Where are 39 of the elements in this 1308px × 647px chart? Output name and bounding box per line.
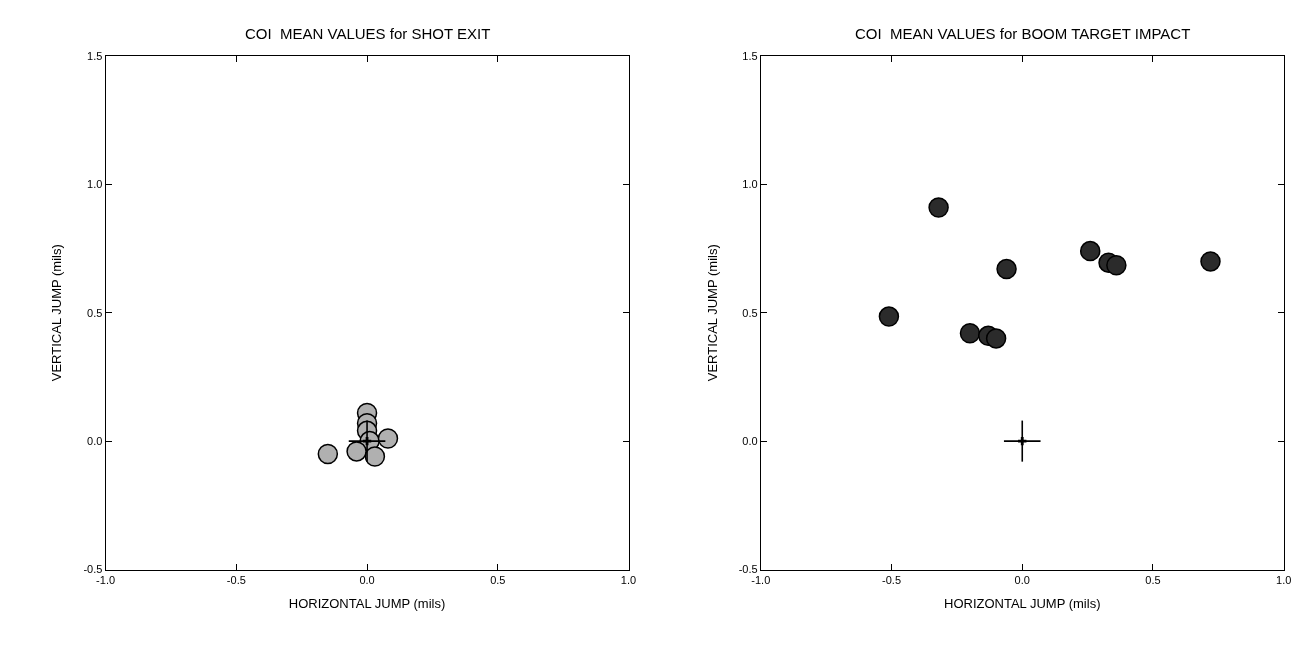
y-tick-label: 0.0 bbox=[742, 434, 758, 447]
x-tick-label: 0.0 bbox=[1014, 573, 1030, 586]
point bbox=[959, 323, 981, 344]
y-tick-label: 1.0 bbox=[87, 178, 103, 191]
y-tick-label: 0.5 bbox=[742, 306, 758, 319]
point bbox=[1200, 251, 1221, 272]
point bbox=[346, 441, 367, 462]
point bbox=[928, 197, 949, 218]
point bbox=[996, 258, 1017, 280]
y-tick-label: -0.5 bbox=[83, 563, 103, 576]
chart-title: COI MEAN VALUES for SHOT EXIT bbox=[245, 25, 491, 42]
x-tick-label: 0.5 bbox=[1145, 573, 1161, 586]
point bbox=[878, 306, 900, 327]
x-tick-label: -0.5 bbox=[226, 573, 246, 586]
point bbox=[1106, 254, 1127, 276]
point bbox=[1018, 436, 1027, 446]
y-tick-label: 1.5 bbox=[87, 49, 103, 62]
x-tick-label: 1.0 bbox=[1276, 573, 1292, 586]
x-tick-label: 0.0 bbox=[359, 573, 375, 586]
y-axis-title: VERTICAL JUMP (mils) bbox=[704, 244, 720, 382]
chart-title: COI MEAN VALUES for BOOM TARGET IMPACT bbox=[855, 25, 1191, 42]
x-tick-label: -0.5 bbox=[882, 573, 902, 586]
point bbox=[364, 446, 386, 467]
x-tick-label: 0.5 bbox=[490, 573, 506, 586]
y-tick-label: -0.5 bbox=[738, 563, 758, 576]
y-axis-title: VERTICAL JUMP (mils) bbox=[49, 244, 65, 382]
y-tick-label: 0.5 bbox=[87, 306, 103, 319]
x-axis-title: HORIZONTAL JUMP (mils) bbox=[288, 596, 446, 612]
point bbox=[317, 443, 339, 465]
point bbox=[1079, 240, 1101, 262]
y-tick-label: 0.0 bbox=[87, 434, 103, 447]
x-tick-label: -1.0 bbox=[751, 573, 771, 586]
x-axis-title: HORIZONTAL JUMP (mils) bbox=[944, 596, 1101, 612]
x-tick-label: -1.0 bbox=[96, 573, 116, 586]
point bbox=[985, 328, 1007, 349]
point bbox=[377, 428, 399, 449]
x-tick-label: 1.0 bbox=[620, 573, 637, 586]
y-tick-label: 1.0 bbox=[742, 178, 758, 191]
y-tick-label: 1.5 bbox=[742, 49, 758, 62]
